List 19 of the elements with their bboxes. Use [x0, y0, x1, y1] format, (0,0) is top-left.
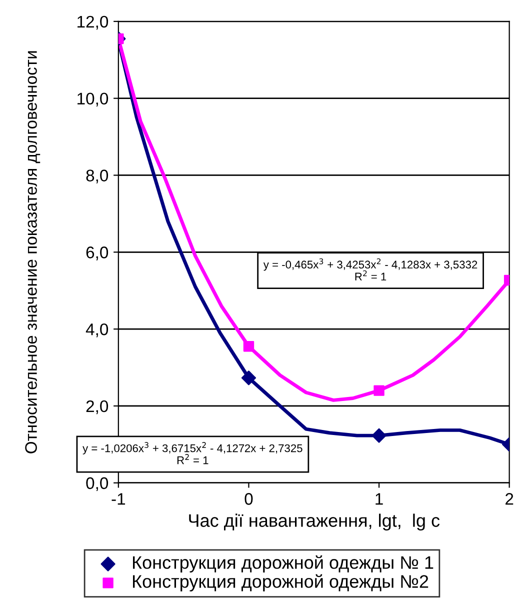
x-tick-label: 0: [244, 493, 253, 505]
x-tick-label: 1: [376, 493, 383, 505]
y-axis-title: Относительное значение показателя долговечности: [25, 51, 40, 454]
y-tick-label: 12,0: [78, 16, 108, 30]
y-tick-label: 8,0: [86, 170, 108, 184]
y-tick-label: 4,0: [86, 323, 108, 338]
point: [241, 370, 256, 386]
point: [372, 428, 386, 443]
x-tick-label: 2: [506, 493, 514, 505]
x-tick-label: -1: [112, 493, 126, 505]
legend-label: Конструкция дорожной одежды № 1: [133, 555, 434, 572]
y-tick-label: 10,0: [78, 92, 108, 106]
y-tick-label: 2,0: [86, 400, 108, 414]
y-tick-label: 0,0: [86, 477, 108, 492]
legend-label: Конструкция дорожной одежды №2: [133, 574, 428, 592]
y-tick-label: 6,0: [86, 246, 108, 260]
text: y = -1,0206x$^{3}$ + 3,6715x$^{2}$ - 4,1272x + 2,7325 R$^{2}$ = 1: [82, 442, 302, 464]
x-axis-title: Час дії навантаження, lgt, lg c: [189, 514, 440, 531]
text: y = -0,465x$^{3}$ + 3,4253x$^{2}$ - 4,1283x + 3,5332 R$^{2}$ = 1: [263, 258, 478, 280]
